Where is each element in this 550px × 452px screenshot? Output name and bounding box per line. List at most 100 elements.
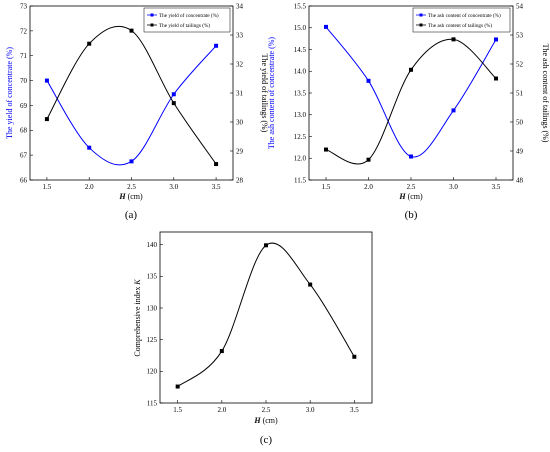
panel-b-x-tick-label: 2.5 (407, 183, 416, 191)
panel-b: 1.5 2.0 2.5 3.0 3.5 11.5 12.0 12.5 13.0 13.5 14.0… (267, 2, 550, 221)
panel-b-series-0-point (451, 108, 456, 113)
panel-a-left-ticks: 66 67 68 69 70 71 72 73 (20, 2, 33, 184)
panel-b-right-tick-label: 52 (516, 60, 524, 68)
panel-b-y-label-right: The ash content of tailings (%) (541, 44, 550, 143)
panel-c-series-0-point (219, 349, 224, 354)
panel-a-right-tick-label: 31 (236, 89, 244, 97)
panel-b-legend-marker-tailings (419, 23, 423, 27)
panel-b-legend-marker-concentrate (419, 13, 423, 17)
panel-a-series-1-point (129, 28, 134, 33)
panel-a-right-tick-label: 32 (236, 60, 244, 68)
panel-c-x-ticks: 1.5 2.0 2.5 3.0 3.5 (173, 400, 359, 414)
panel-a-right-tick-label: 30 (236, 118, 244, 126)
panel-b-series-0-point (366, 78, 371, 83)
panel-b-series-1-line (325, 38, 497, 165)
panel-c-series-0-point (175, 384, 180, 389)
panel-b-y-tick-label: 14.0 (294, 68, 307, 76)
panel-a-y-tick-label: 69 (20, 102, 28, 110)
panel-b-right-tick-label: 49 (516, 147, 524, 155)
panel-c-y-tick-label: 140 (147, 241, 158, 249)
panel-b-y-tick-label: 12.5 (294, 133, 307, 141)
panel-b-series-1-point (494, 76, 498, 81)
panel-b-y-tick-label: 13.5 (294, 89, 307, 97)
panel-a-series-0-point (44, 78, 49, 83)
panel-a-series-1-point (44, 117, 49, 122)
panel-a-y-label-right: The yield of tailings (%) (260, 54, 269, 133)
panel-a-series-1-point (214, 162, 219, 167)
panel-c-x-tick-label: 3.5 (350, 406, 359, 414)
panel-c-y-tick-label: 115 (147, 399, 158, 407)
panel-b-legend-label-concentrate: The ash content of concentrate (%) (428, 12, 501, 19)
panel-a-caption: (a) (125, 209, 138, 221)
panel-b-series (324, 24, 498, 165)
panel-b-right-tick-label: 51 (516, 89, 524, 97)
panel-a: 1.5 2.0 2.5 3.0 3.5 66 67 68 69 70 71 72 73 28 29 30 3… (5, 2, 269, 221)
panel-b-right-tick-label: 48 (516, 176, 524, 184)
panel-b-legend-box (412, 7, 511, 33)
panel-c-x-tick-label: 2.5 (262, 406, 271, 414)
panel-a-legend-marker-tailings (150, 23, 154, 27)
panel-c-x-label: H (cm) (253, 416, 278, 425)
panel-c-series-0-point (352, 354, 357, 359)
panel-b-legend-label-tailings: The ash content of tailings (%) (428, 22, 492, 29)
panel-b-series-0-point (409, 154, 413, 159)
panel-b-caption: (b) (405, 209, 418, 221)
panel-a-y-tick-label: 67 (20, 152, 28, 160)
panel-a-series-0-line (46, 45, 217, 166)
panel-c-x-tick-label: 3.0 (306, 406, 315, 414)
panel-a-x-tick-label: 2.0 (85, 183, 94, 191)
panel-b-y-tick-label: 14.5 (294, 46, 307, 54)
panel-b-x-label: H (cm) (398, 192, 423, 201)
panel-a-x-tick-label: 2.5 (127, 183, 136, 191)
panel-b-y-tick-label: 15.0 (294, 24, 307, 32)
panel-c-y-label: Comprehensive index K (133, 279, 142, 357)
panel-c-y-tick-label: 135 (147, 273, 158, 281)
panel-b-x-tick-label: 3.0 (449, 183, 458, 191)
panel-b-left-ticks: 11.5 12.0 12.5 13.0 13.5 14.0 14.5 15.0 15.5 (294, 2, 312, 184)
panel-a-x-ticks: 1.5 2.0 2.5 3.0 3.5 (43, 177, 221, 191)
panel-a-y-tick-label: 71 (20, 52, 28, 60)
panel-b-series-1-point (409, 67, 413, 72)
panel-a-right-tick-label: 33 (236, 31, 244, 39)
panel-a-right-ticks: 28 29 30 31 32 33 34 (230, 2, 244, 184)
panel-a-series-0-point (87, 145, 92, 150)
panel-c-series-0-line (177, 242, 355, 387)
panel-c-y-tick-label: 125 (147, 336, 158, 344)
panel-c-plot-frame (159, 231, 373, 404)
panel-b-x-tick-label: 1.5 (322, 183, 331, 191)
panel-b-right-tick-label: 54 (516, 2, 524, 10)
panel-a-x-tick-label: 3.5 (212, 183, 221, 191)
panel-a-legend-box (143, 7, 231, 33)
panel-c-y-tick-label: 130 (147, 304, 158, 312)
panel-c-series-0-point (264, 243, 268, 248)
panel-a-y-tick-label: 70 (20, 77, 28, 85)
panel-b-y-tick-label: 12.0 (294, 155, 307, 163)
panel-a-legend: The yield of concentrate (%) The yield o… (143, 7, 231, 33)
panel-b-series-0-point (324, 24, 328, 29)
panel-c-series-0-point (308, 282, 313, 287)
panel-a-series-0-point (129, 159, 134, 164)
panel-a-y-tick-label: 68 (20, 127, 28, 135)
panel-c-x-tick-label: 1.5 (173, 406, 182, 414)
panel-b-x-tick-label: 3.5 (492, 183, 501, 191)
panel-b-y-tick-label: 13.0 (294, 111, 307, 119)
panel-c-series (175, 242, 357, 389)
panel-b-right-ticks: 48 49 50 51 52 53 54 (510, 2, 524, 184)
panel-a-y-label-left: The yield of concentrate (%) (5, 47, 14, 139)
panel-a-series-1-line (46, 25, 217, 165)
panel-a-series-0-point (171, 92, 176, 97)
panel-a-right-tick-label: 28 (236, 176, 244, 184)
panel-c-y-tick-label: 120 (147, 368, 158, 376)
panel-b-series-0-line (325, 26, 497, 158)
panel-a-right-tick-label: 34 (236, 2, 244, 10)
panel-c: 1.5 2.0 2.5 3.0 3.5 115 120 125 130 135 140 Compr… (133, 231, 373, 446)
panel-b-right-tick-label: 53 (516, 31, 524, 39)
panel-a-legend-label-concentrate: The yield of concentrate (%) (159, 12, 219, 19)
panel-b-right-tick-label: 50 (516, 118, 524, 126)
panel-c-caption: (c) (260, 434, 273, 446)
panel-a-x-label: H (cm) (118, 192, 143, 201)
panel-b-y-tick-label: 11.5 (294, 176, 306, 184)
panel-c-left-ticks: 115 120 125 130 135 140 (147, 241, 163, 407)
panel-a-y-tick-label: 73 (20, 2, 28, 10)
